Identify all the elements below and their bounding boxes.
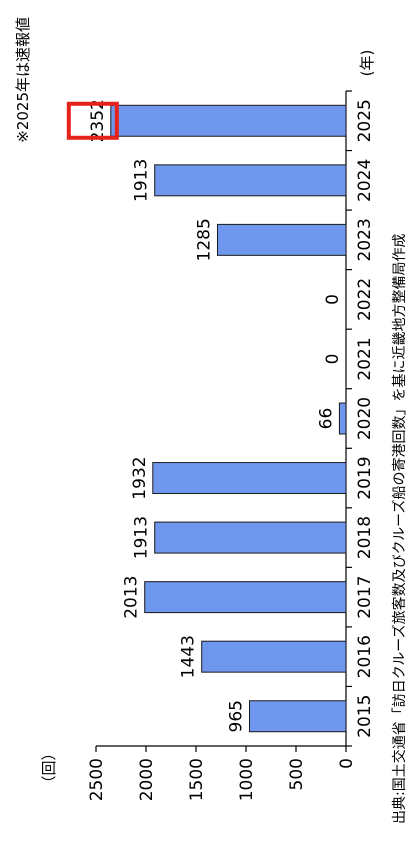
value-tick-label: 1500 (187, 758, 207, 801)
category-label: 2020 (355, 397, 375, 440)
bars: 965 1443 2013 1913 1932 66 0 0 1285 1913 2352 (66, 99, 347, 733)
value-label: 66 (316, 408, 336, 430)
value-label: 1443 (179, 635, 199, 678)
category-unit-label: (年) (358, 50, 376, 77)
category-axis: 2015 2016 2017 2018 2019 2020 2021 2022 2023 2024… (345, 90, 375, 747)
bar (152, 462, 347, 495)
bar (201, 640, 347, 673)
highlight-box (66, 101, 119, 140)
value-label: 0 (323, 354, 343, 365)
value-label: 1913 (132, 159, 152, 202)
value-label: 1913 (132, 516, 152, 559)
bar (154, 521, 347, 554)
category-label: 2018 (355, 516, 375, 559)
value-tick-label: 500 (287, 758, 307, 790)
bar (249, 700, 347, 733)
category-label: 2021 (355, 337, 375, 380)
value-label: 2352 (88, 99, 108, 142)
bar (154, 164, 347, 197)
bar (217, 223, 347, 256)
value-tick-label: 2500 (87, 758, 107, 801)
value-unit-label: （回） (40, 745, 58, 790)
bar (110, 104, 347, 137)
category-label: 2015 (355, 695, 375, 738)
category-label: 2024 (355, 159, 375, 202)
value-label: 1285 (195, 218, 215, 261)
category-label: 2016 (355, 635, 375, 678)
category-label: 2025 (355, 99, 375, 142)
category-label: 2019 (355, 456, 375, 499)
value-tick-label: 2000 (137, 758, 157, 801)
note-text: ※2025年は速報値 (14, 17, 32, 143)
value-label: 0 (323, 294, 343, 305)
bar (144, 581, 347, 614)
source-text: 出典:国土交通省「訪日クルーズ旅客数及びクルーズ船の寄港回数」を基に近畿地方整備… (391, 234, 408, 824)
category-label: 2017 (355, 576, 375, 619)
value-tick-label: 1000 (237, 758, 257, 801)
value-axis: 0 500 1000 1500 2000 2500 (87, 745, 357, 801)
value-label: 965 (227, 700, 247, 732)
value-label: 1932 (130, 456, 150, 499)
bar (338, 402, 347, 435)
value-label: 2013 (122, 576, 142, 619)
category-label: 2022 (355, 278, 375, 321)
category-label: 2023 (355, 218, 375, 261)
value-tick-label: 0 (337, 758, 357, 769)
